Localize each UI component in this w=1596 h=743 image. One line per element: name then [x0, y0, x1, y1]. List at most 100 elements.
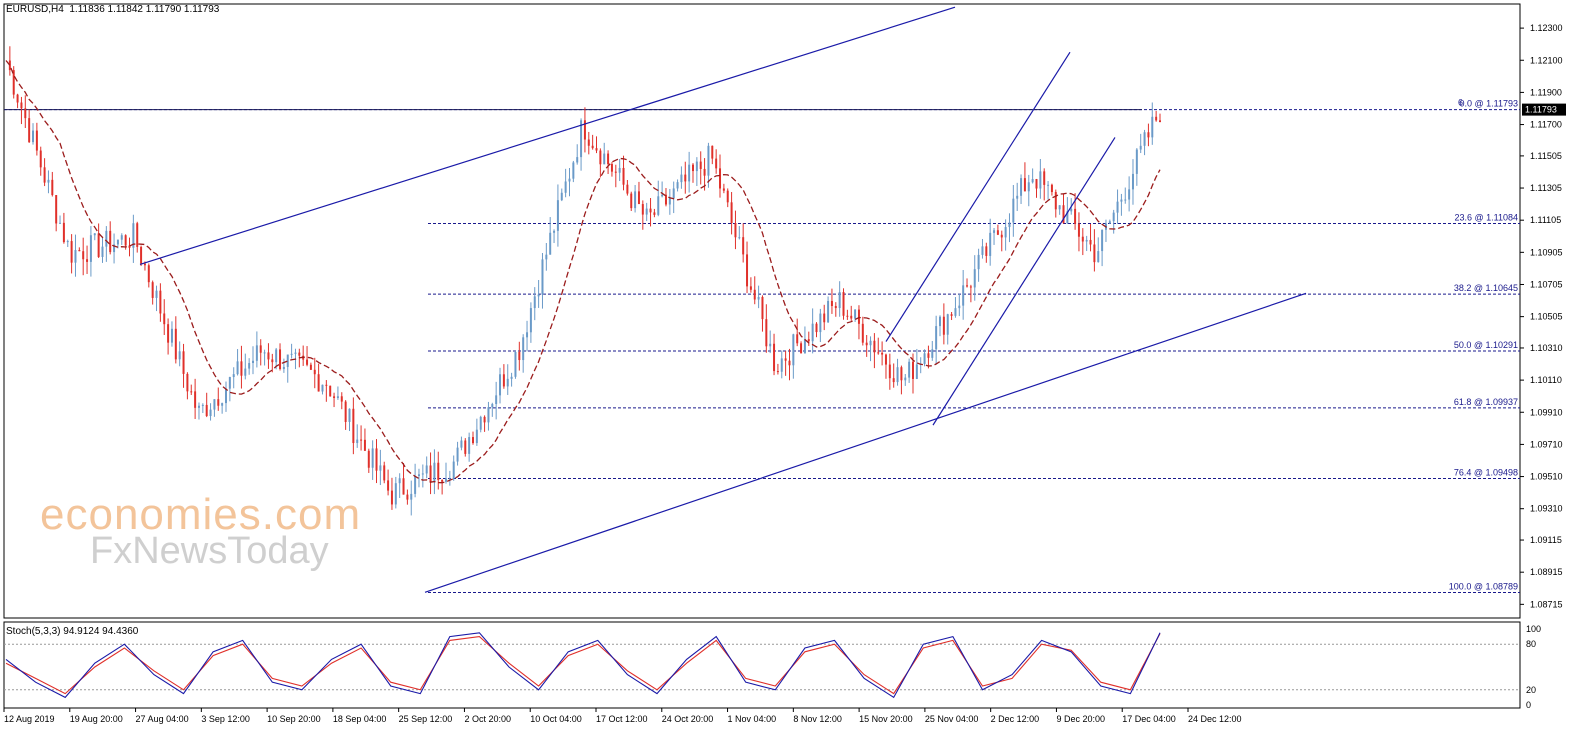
candle-body: [82, 251, 85, 260]
candle-body: [614, 171, 617, 173]
candle-body: [888, 364, 891, 379]
candle-body: [753, 289, 756, 300]
candle-body: [263, 352, 266, 354]
stoch-pane-frame: [3, 621, 1521, 709]
candle-body: [564, 181, 567, 193]
candle-body: [282, 366, 285, 370]
candle-body: [715, 158, 718, 169]
candle-body: [186, 373, 189, 392]
candle-body: [1131, 173, 1134, 190]
candle-body: [966, 285, 969, 287]
candle-body: [641, 204, 644, 215]
candle-body: [279, 349, 282, 370]
price-tick-label: 1.09115: [1530, 535, 1562, 545]
date-tick-label: 12 Aug 2019: [4, 714, 55, 724]
candle-body: [618, 167, 621, 173]
candle-body: [923, 353, 926, 364]
candle-body: [811, 323, 814, 342]
candle-body: [1035, 179, 1038, 189]
candle-body: [375, 448, 378, 471]
candle-body: [151, 282, 154, 298]
candle-body: [240, 361, 243, 376]
candle-body: [1143, 132, 1146, 146]
candle-body: [170, 328, 173, 343]
candle-body: [1004, 227, 1007, 238]
candle-body: [576, 157, 579, 163]
candle-body: [128, 245, 131, 248]
candle-body: [16, 94, 19, 103]
candle-body: [59, 222, 62, 224]
candle-body: [86, 259, 89, 262]
price-tick-label: 1.12300: [1530, 23, 1563, 33]
candle-body: [275, 349, 278, 363]
candle-body: [89, 235, 92, 262]
candle-body: [796, 334, 799, 344]
candle-body: [773, 343, 776, 372]
candle-body: [499, 374, 502, 396]
candle-body: [414, 475, 417, 494]
candle-body: [147, 265, 150, 283]
candle-body: [1012, 198, 1015, 223]
candle-body: [333, 396, 336, 398]
date-tick-label: 10 Oct 04:00: [530, 714, 582, 724]
candle-body: [155, 290, 158, 298]
candle-body: [572, 162, 575, 179]
candle-body: [475, 429, 478, 444]
candle-body: [105, 230, 108, 247]
fib-level-label: 61.8 @ 1.09937: [1454, 397, 1518, 407]
candle-body: [522, 337, 525, 361]
candle-body: [823, 313, 826, 323]
candle-body: [780, 358, 783, 372]
candle-body: [321, 384, 324, 392]
candle-body: [1155, 116, 1158, 121]
candle-body: [664, 194, 667, 205]
date-tick-label: 18 Sep 04:00: [333, 714, 387, 724]
candle-body: [1101, 229, 1104, 252]
price-tick-label: 1.09510: [1530, 472, 1563, 482]
candle-body: [645, 208, 648, 215]
candle-body: [325, 384, 328, 386]
date-tick-label: 2 Oct 20:00: [464, 714, 511, 724]
candle-body: [167, 324, 170, 343]
candle-body: [854, 309, 857, 319]
candle-body: [159, 290, 162, 314]
candle-body: [722, 188, 725, 191]
price-tick-label: 1.11700: [1530, 120, 1562, 130]
candle-body: [317, 374, 320, 392]
candle-body: [1120, 199, 1123, 202]
candle-body: [649, 208, 652, 213]
candle-body: [622, 167, 625, 185]
candle-body: [348, 408, 351, 422]
candle-body: [93, 233, 96, 236]
candle-body: [433, 462, 436, 483]
candle-body: [749, 286, 752, 290]
candle-body: [954, 308, 957, 316]
candle-body: [120, 235, 123, 240]
price-tick-label: 1.10310: [1530, 343, 1563, 353]
candle-body: [201, 404, 204, 406]
candle-body: [881, 352, 884, 355]
candle-body: [298, 352, 301, 356]
candle-body: [1151, 116, 1154, 138]
candle-body: [444, 478, 447, 482]
candle-body: [892, 378, 895, 383]
current-price-label: 1.11793: [1525, 105, 1557, 115]
candle-body: [1124, 199, 1127, 201]
candle-body: [1050, 184, 1053, 193]
candle-body: [711, 145, 714, 159]
candle-body: [224, 388, 227, 404]
candle-body: [460, 440, 463, 448]
candle-body: [846, 315, 849, 317]
candle-body: [746, 254, 749, 287]
candle-body: [236, 361, 239, 375]
candle-body: [869, 340, 872, 346]
candle-body: [1039, 171, 1042, 189]
candle-body: [776, 371, 779, 373]
date-tick-label: 2 Dec 12:00: [991, 714, 1040, 724]
fib-level-label: 100.0 @ 1.08789: [1449, 581, 1518, 591]
stoch-main-line: [5, 632, 1161, 699]
candle-body: [468, 437, 471, 454]
candle-body: [672, 188, 675, 199]
candle-body: [1058, 205, 1061, 210]
date-tick-label: 19 Aug 20:00: [70, 714, 123, 724]
